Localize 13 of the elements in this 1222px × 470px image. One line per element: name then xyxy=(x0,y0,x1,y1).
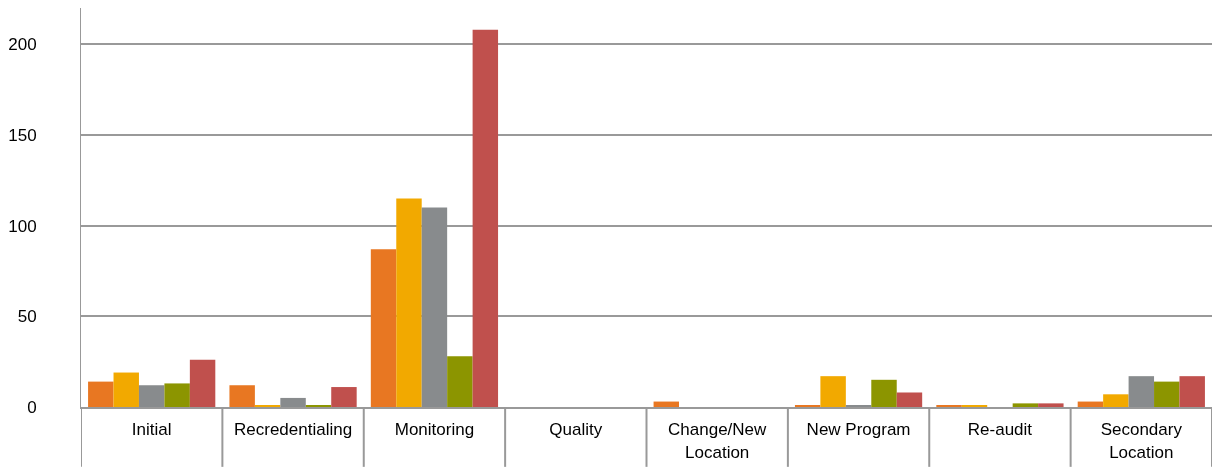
x-tick-label: Recredentialing xyxy=(233,420,353,440)
y-tick-label: 150 xyxy=(8,125,37,145)
x-tick-label: Monitoring xyxy=(394,420,475,440)
x-tick-label: New Program xyxy=(806,420,911,440)
x-tick-label: Initial xyxy=(131,420,172,440)
y-tick-label: 0 xyxy=(27,397,37,417)
x-tick-label: Secondary Location xyxy=(1100,420,1183,462)
y-tick-label: 50 xyxy=(17,307,37,327)
x-tick-label: Re-audit xyxy=(967,420,1033,440)
y-tick-label: 100 xyxy=(8,216,37,236)
x-tick-label: Change/New Location xyxy=(668,420,768,462)
y-tick-label: 200 xyxy=(8,35,37,55)
x-tick-label: Quality xyxy=(549,420,603,440)
